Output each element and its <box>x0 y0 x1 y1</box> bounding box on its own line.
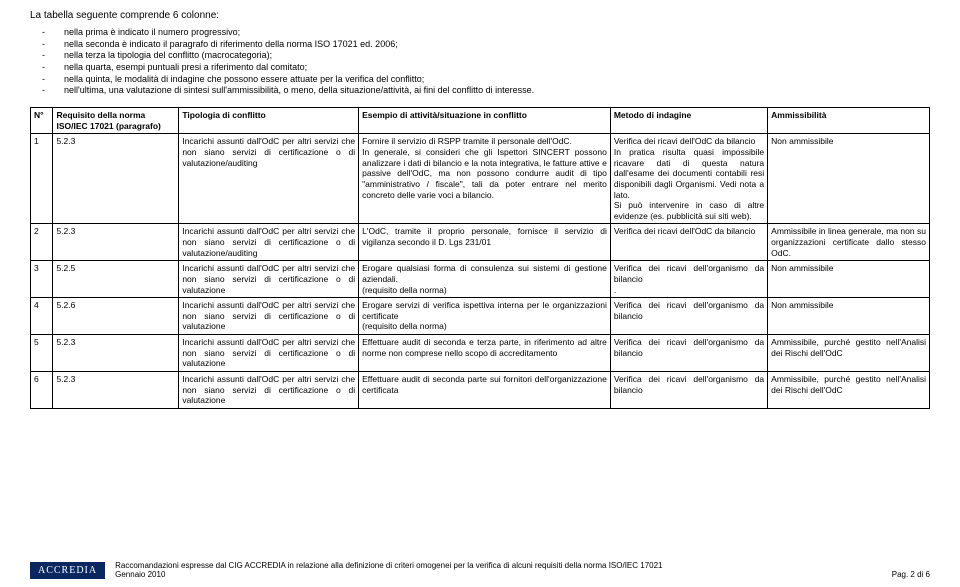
cell-req: 5.2.3 <box>53 224 179 261</box>
col-header-tip: Tipologia di conflitto <box>179 108 359 134</box>
cell-req: 5.2.3 <box>53 335 179 372</box>
bullet-item: -nella terza la tipologia del conflitto … <box>54 50 930 62</box>
bullet-item: -nella prima è indicato il numero progre… <box>54 27 930 39</box>
table-row: 55.2.3Incarichi assunti dall'OdC per alt… <box>31 335 930 372</box>
table-row: 65.2.3Incarichi assunti dall'OdC per alt… <box>31 371 930 408</box>
cell-tip: Incarichi assunti dall'OdC per altri ser… <box>179 335 359 372</box>
cell-amm: Non ammissibile <box>768 134 930 224</box>
cell-tip: Incarichi assunti dall'OdC per altri ser… <box>179 298 359 335</box>
footer-text: Raccomandazioni espresse dal CIG ACCREDI… <box>115 561 882 579</box>
cell-tip: Incarichi assunti dall'OdC per altri ser… <box>179 261 359 298</box>
intro-text: La tabella seguente comprende 6 colonne: <box>30 10 930 21</box>
cell-n: 1 <box>31 134 53 224</box>
cell-met: Verifica dei ricavi dell'organismo da bi… <box>610 371 767 408</box>
bullet-item: -nella quarta, esempi puntuali presi a r… <box>54 62 930 74</box>
cell-met: Verifica dei ricavi dell'OdC da bilancio <box>610 224 767 261</box>
col-header-met: Metodo di indagine <box>610 108 767 134</box>
cell-req: 5.2.3 <box>53 134 179 224</box>
cell-n: 4 <box>31 298 53 335</box>
cell-ese: Effettuare audit di seconda parte sui fo… <box>359 371 611 408</box>
bullet-list: -nella prima è indicato il numero progre… <box>30 27 930 97</box>
page-footer: ACCREDIA Raccomandazioni espresse dal CI… <box>30 561 930 579</box>
cell-amm: Ammissibile, purché gestito nell'Analisi… <box>768 335 930 372</box>
cell-amm: Ammissibile in linea generale, ma non su… <box>768 224 930 261</box>
cell-n: 2 <box>31 224 53 261</box>
bullet-item: -nella quinta, le modalità di indagine c… <box>54 74 930 86</box>
bullet-item: -nella seconda è indicato il paragrafo d… <box>54 39 930 51</box>
table-header-row: N° Requisito della norma ISO/IEC 17021 (… <box>31 108 930 134</box>
table-row: 45.2.6Incarichi assunti dall'OdC per alt… <box>31 298 930 335</box>
table-row: 15.2.3Incarichi assunti dall'OdC per alt… <box>31 134 930 224</box>
bullet-item: -nell'ultima, una valutazione di sintesi… <box>54 85 930 97</box>
cell-amm: Non ammissibile <box>768 298 930 335</box>
table-row: 25.2.3Incarichi assunti dall'OdC per alt… <box>31 224 930 261</box>
cell-tip: Incarichi assunti dall'OdC per altri ser… <box>179 224 359 261</box>
table-row: 35.2.5Incarichi assunti dall'OdC per alt… <box>31 261 930 298</box>
cell-tip: Incarichi assunti dall'OdC per altri ser… <box>179 134 359 224</box>
cell-n: 5 <box>31 335 53 372</box>
cell-ese: Fornire il servizio di RSPP tramite il p… <box>359 134 611 224</box>
cell-tip: Incarichi assunti dall'OdC per altri ser… <box>179 371 359 408</box>
cell-n: 3 <box>31 261 53 298</box>
cell-ese: Effettuare audit di seconda e terza part… <box>359 335 611 372</box>
cell-req: 5.2.6 <box>53 298 179 335</box>
col-header-amm: Ammissibilità <box>768 108 930 134</box>
page-number: Pag. 2 di 6 <box>892 570 930 579</box>
cell-amm: Non ammissibile <box>768 261 930 298</box>
cell-n: 6 <box>31 371 53 408</box>
cell-met: Verifica dei ricavi dell'organismo da bi… <box>610 261 767 298</box>
col-header-req: Requisito della norma ISO/IEC 17021 (par… <box>53 108 179 134</box>
cell-ese: Erogare qualsiasi forma di consulenza su… <box>359 261 611 298</box>
cell-met: Verifica dei ricavi dell'OdC da bilancio… <box>610 134 767 224</box>
cell-amm: Ammissibile, purché gestito nell'Analisi… <box>768 371 930 408</box>
cell-req: 5.2.3 <box>53 371 179 408</box>
cell-ese: L'OdC, tramite il proprio personale, for… <box>359 224 611 261</box>
accredia-logo: ACCREDIA <box>30 562 105 579</box>
main-table: N° Requisito della norma ISO/IEC 17021 (… <box>30 107 930 409</box>
col-header-ese: Esempio di attività/situazione in confli… <box>359 108 611 134</box>
cell-ese: Erogare servizi di verifica ispettiva in… <box>359 298 611 335</box>
col-header-n: N° <box>31 108 53 134</box>
cell-met: Verifica dei ricavi dell'organismo da bi… <box>610 298 767 335</box>
cell-met: Verifica dei ricavi dell'organismo da bi… <box>610 335 767 372</box>
cell-req: 5.2.5 <box>53 261 179 298</box>
